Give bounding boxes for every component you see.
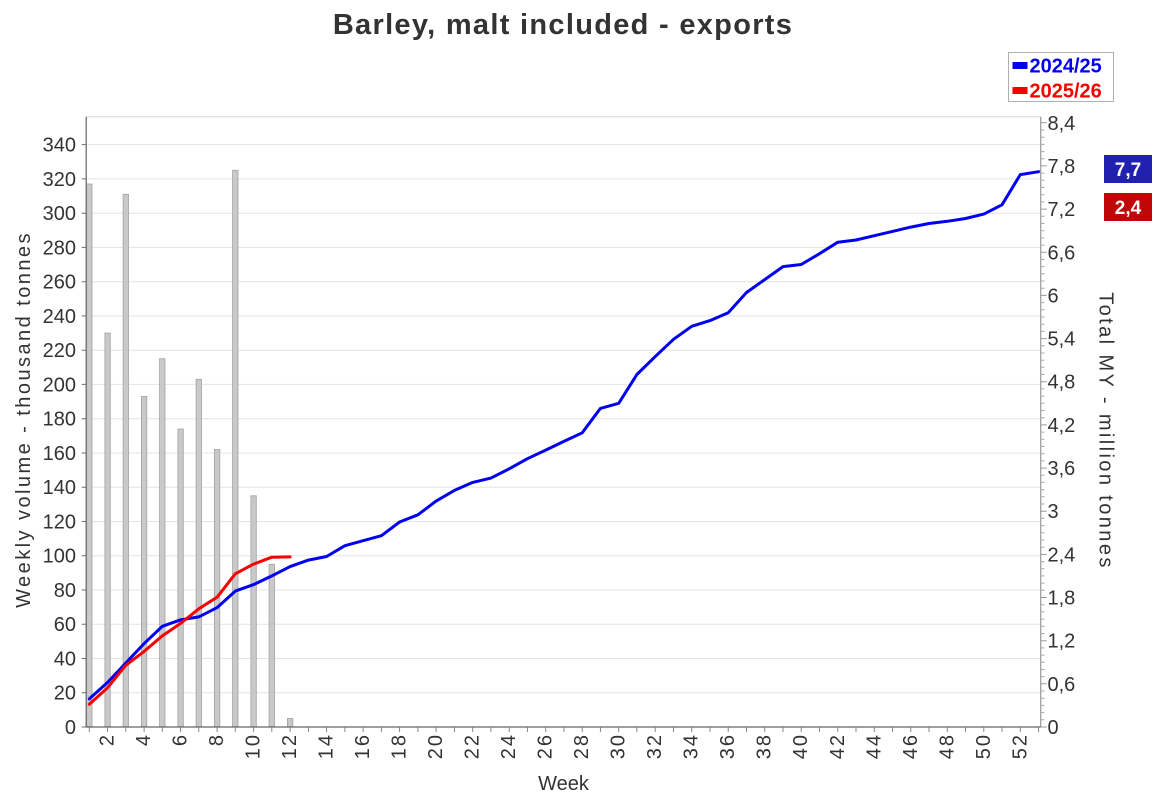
svg-text:7,7: 7,7 [1115, 160, 1141, 181]
svg-text:Total MY - million tonnes: Total MY - million tonnes [1095, 292, 1117, 570]
svg-text:1,2: 1,2 [1048, 631, 1076, 653]
svg-text:140: 140 [43, 477, 76, 499]
svg-text:220: 220 [43, 340, 76, 362]
svg-text:280: 280 [43, 237, 76, 259]
svg-text:3,6: 3,6 [1048, 458, 1076, 480]
svg-text:16: 16 [352, 733, 374, 759]
svg-text:40: 40 [790, 733, 812, 759]
svg-text:7,2: 7,2 [1048, 199, 1076, 221]
svg-text:12: 12 [279, 733, 301, 759]
svg-text:52: 52 [1009, 733, 1031, 759]
svg-text:300: 300 [43, 203, 76, 225]
svg-text:24: 24 [498, 733, 520, 759]
svg-text:48: 48 [936, 733, 958, 759]
svg-text:340: 340 [43, 135, 76, 157]
svg-text:46: 46 [900, 733, 922, 759]
svg-text:40: 40 [54, 649, 76, 671]
svg-text:Week: Week [538, 773, 590, 795]
svg-text:100: 100 [43, 546, 76, 568]
svg-text:260: 260 [43, 272, 76, 294]
svg-text:8,4: 8,4 [1048, 113, 1076, 135]
svg-text:44: 44 [863, 733, 885, 759]
svg-text:240: 240 [43, 306, 76, 328]
svg-text:2: 2 [97, 733, 119, 746]
svg-text:8: 8 [206, 733, 228, 746]
svg-text:4,8: 4,8 [1048, 372, 1076, 394]
svg-text:32: 32 [644, 733, 666, 759]
svg-text:42: 42 [827, 733, 849, 759]
svg-text:28: 28 [571, 733, 593, 759]
svg-text:30: 30 [608, 733, 630, 759]
svg-text:0,6: 0,6 [1048, 674, 1076, 696]
svg-text:0: 0 [65, 717, 76, 739]
svg-text:7,8: 7,8 [1048, 156, 1076, 178]
svg-text:80: 80 [54, 580, 76, 602]
svg-text:20: 20 [54, 683, 76, 705]
svg-text:3: 3 [1048, 501, 1059, 523]
svg-text:20: 20 [425, 733, 447, 759]
svg-text:120: 120 [43, 512, 76, 534]
svg-text:18: 18 [389, 733, 411, 759]
svg-text:36: 36 [717, 733, 739, 759]
svg-text:Weekly volume - thousand tonne: Weekly volume - thousand tonnes [13, 231, 35, 608]
svg-text:22: 22 [462, 733, 484, 759]
svg-text:6,6: 6,6 [1048, 242, 1076, 264]
svg-text:Barley, malt included - export: Barley, malt included - exports [333, 9, 793, 41]
svg-text:38: 38 [754, 733, 776, 759]
svg-text:2025/26: 2025/26 [1030, 81, 1102, 103]
svg-text:2024/25: 2024/25 [1030, 56, 1102, 78]
svg-text:60: 60 [54, 614, 76, 636]
svg-text:160: 160 [43, 443, 76, 465]
svg-text:5,4: 5,4 [1048, 329, 1076, 351]
svg-text:180: 180 [43, 409, 76, 431]
svg-text:34: 34 [681, 733, 703, 759]
svg-text:4: 4 [133, 733, 155, 746]
svg-text:320: 320 [43, 169, 76, 191]
svg-text:10: 10 [243, 733, 265, 759]
svg-text:2,4: 2,4 [1115, 198, 1142, 219]
svg-text:6: 6 [1048, 285, 1059, 307]
svg-text:6: 6 [170, 733, 192, 746]
svg-text:1,8: 1,8 [1048, 588, 1076, 610]
svg-text:0: 0 [1048, 717, 1059, 739]
svg-text:26: 26 [535, 733, 557, 759]
svg-text:200: 200 [43, 374, 76, 396]
svg-text:14: 14 [316, 733, 338, 759]
svg-text:50: 50 [973, 733, 995, 759]
svg-text:2,4: 2,4 [1048, 544, 1076, 566]
svg-text:4,2: 4,2 [1048, 415, 1076, 437]
